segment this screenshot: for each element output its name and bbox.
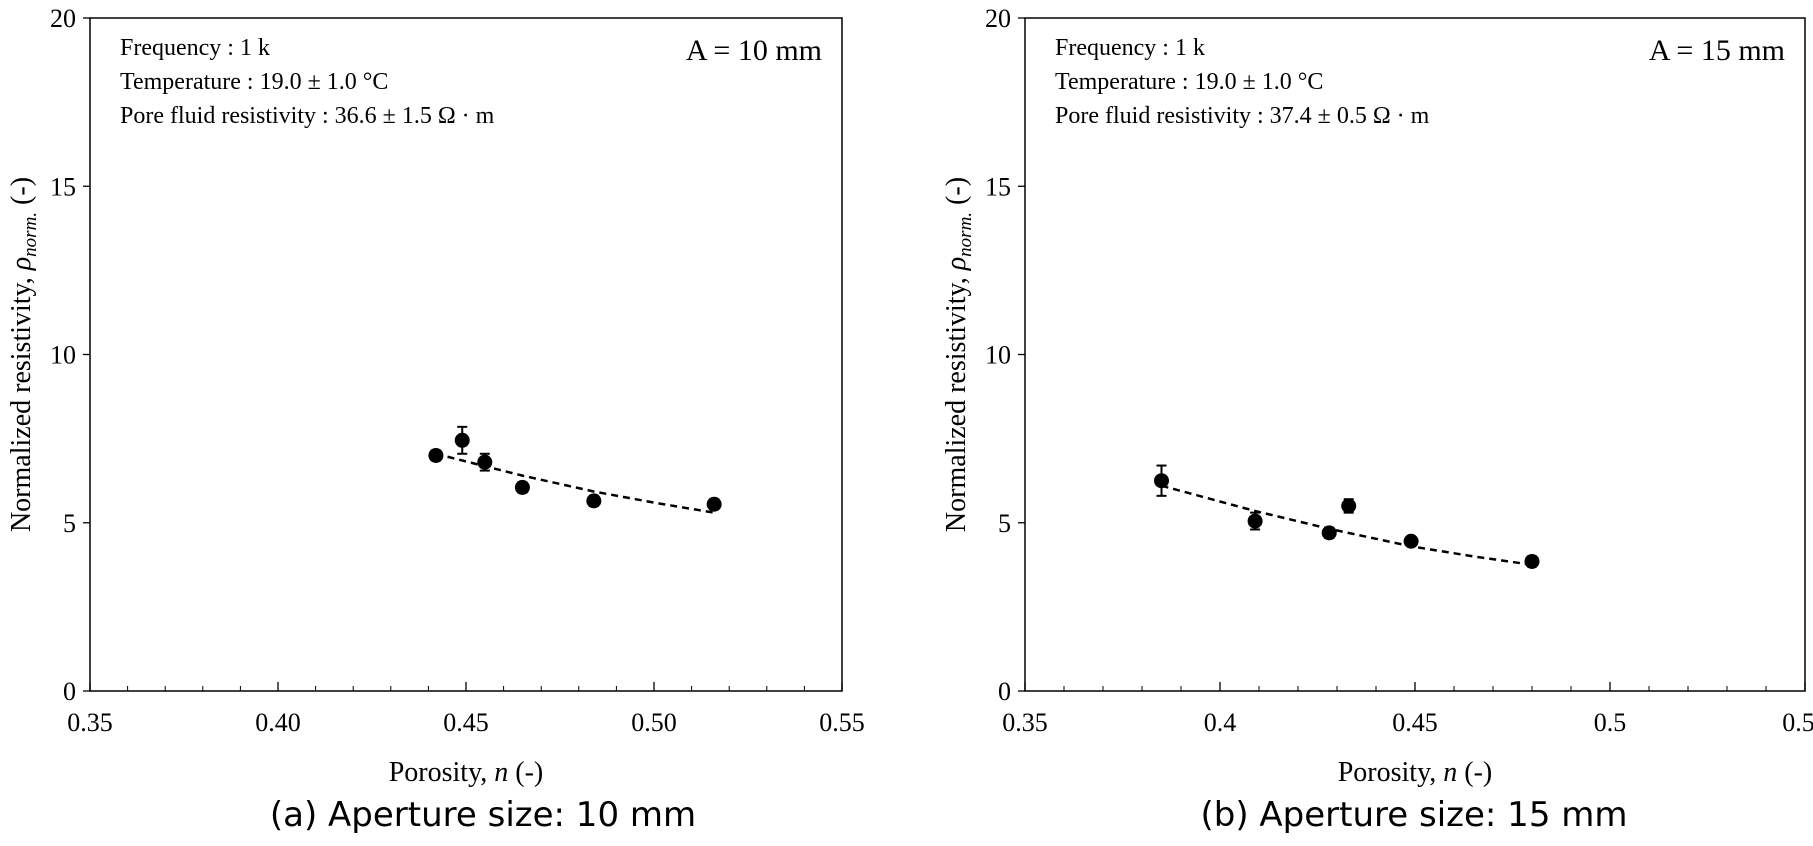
data-point	[1321, 525, 1337, 541]
annotation-line: Temperature : 19.0 ± 1.0 °C	[1055, 69, 1323, 95]
annotation-line: Pore fluid resistivity : 36.6 ± 1.5 Ω · …	[120, 103, 495, 129]
x-tick-label: 0.40	[255, 708, 301, 737]
panel-caption: (a) Aperture size: 10 mm	[270, 795, 696, 835]
data-point	[477, 454, 493, 470]
y-tick-label: 5	[63, 509, 76, 538]
y-tick-label: 0	[63, 677, 76, 706]
data-point	[1247, 513, 1263, 529]
data-point	[428, 447, 444, 463]
x-tick-label: 0.45	[443, 708, 489, 737]
x-axis-label: Porosity, n (-)	[389, 757, 544, 788]
annotation-line: Pore fluid resistivity : 37.4 ± 0.5 Ω · …	[1055, 103, 1430, 129]
x-tick-label: 0.50	[631, 708, 677, 737]
fit-curve	[1161, 484, 1533, 567]
chart-panel-a: 0.35 0.40 0.45 0.50 0.55 0 5 10 15 20 Porosity, n …	[6, 4, 865, 835]
y-tick-label: 15	[985, 172, 1011, 201]
y-tick-label: 10	[50, 341, 76, 370]
x-tick-label: 0.55	[1782, 708, 1813, 737]
panel-label: A = 15 mm	[1649, 34, 1785, 67]
x-tick-label: 0.35	[1002, 708, 1048, 737]
x-tick-label: 0.4	[1204, 708, 1237, 737]
x-tick-label: 0.5	[1594, 708, 1627, 737]
chart-panel-b: 0.35 0.4 0.45 0.5 0.55 0 5 10 15 20 Porosity, n (-…	[941, 4, 1813, 835]
y-tick-label: 15	[50, 172, 76, 201]
data-point	[514, 479, 530, 495]
y-tick-label: 5	[998, 509, 1011, 538]
y-axis-label: Normalized resistivity, ρnorm. (-)	[6, 177, 41, 532]
y-axis-label: Normalized resistivity, ρnorm. (-)	[941, 177, 976, 532]
data-point	[706, 496, 722, 512]
x-axis-label: Porosity, n (-)	[1338, 757, 1493, 788]
data-point	[1341, 498, 1357, 514]
y-tick-label: 20	[985, 4, 1011, 33]
panel-caption: (b) Aperture size: 15 mm	[1201, 795, 1628, 835]
x-tick-label: 0.35	[67, 708, 113, 737]
annotation-line: Temperature : 19.0 ± 1.0 °C	[120, 69, 388, 95]
y-tick-label: 20	[50, 4, 76, 33]
x-tick-label: 0.45	[1392, 708, 1438, 737]
x-tick-label: 0.55	[819, 708, 865, 737]
data-point	[1403, 533, 1419, 549]
data-point	[1154, 473, 1169, 489]
panel-label: A = 10 mm	[686, 34, 822, 67]
data-point	[586, 493, 602, 509]
y-tick-label: 0	[998, 677, 1011, 706]
data-point	[1524, 553, 1540, 569]
fit-curve	[435, 452, 715, 514]
data-point	[454, 432, 470, 448]
y-tick-label: 10	[985, 341, 1011, 370]
annotation-line: Frequency : 1 k	[1055, 35, 1205, 61]
annotation-line: Frequency : 1 k	[120, 35, 270, 61]
